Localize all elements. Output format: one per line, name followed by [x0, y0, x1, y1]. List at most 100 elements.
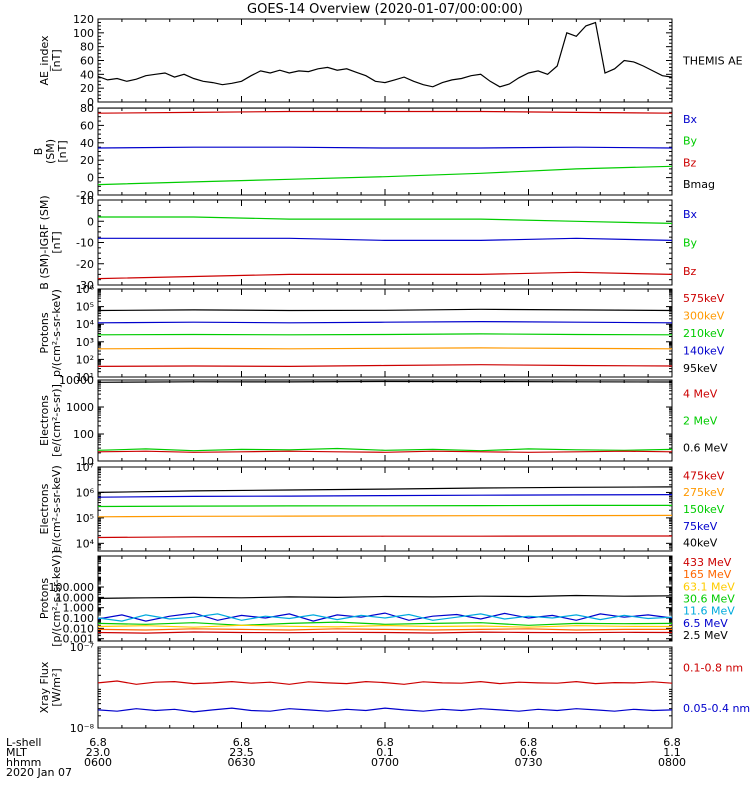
legend-entry: THEMIS AE: [682, 55, 743, 68]
series-line-475kev: [98, 535, 672, 539]
panel-6: 10⁴ 10⁵ 10⁶ 10⁷ Electrons e/(cm²-s-sr-keV) 475…: [38, 461, 725, 553]
series-line-75kev: [98, 494, 672, 498]
y-tick-label: 60: [80, 119, 94, 132]
legend-entry: 30.6 MeV: [683, 593, 735, 606]
x-tick-label-lshell: 6.8: [520, 736, 538, 749]
x-tick-label-time: 0730: [515, 756, 543, 769]
x-tick-label-lshell: 6.8: [376, 736, 394, 749]
x-footer-row-label: L-shell: [6, 736, 42, 749]
legend: Bx By Bz: [683, 208, 698, 278]
legend: THEMIS AE: [682, 55, 743, 68]
y-axis-label: B (SM) [nT]: [32, 139, 69, 164]
y-tick-label: 100: [73, 428, 94, 441]
series-line-2-mev: [98, 447, 672, 452]
y-axis: 10¹ 10² 10³ 10⁴ 10⁵ 10⁶: [76, 283, 672, 384]
series-line-140kev: [98, 320, 672, 324]
legend-entry: Bz: [683, 156, 697, 169]
series-line-165-mev: [98, 628, 672, 631]
x-axis-ticks: [97, 556, 673, 641]
y-tick-label: 10⁶: [76, 283, 95, 296]
legend-entry: 275keV: [683, 486, 725, 499]
x-tick-label-mlt: 23.0: [86, 746, 111, 759]
y-tick-label: 1000: [66, 401, 94, 414]
legend-entry: 140keV: [683, 345, 725, 358]
y-tick-label: 20: [80, 82, 94, 95]
y-axis-label-line: [e/(cm²-s-sr)]: [50, 384, 63, 457]
x-tick-label-time: 0800: [658, 756, 686, 769]
y-tick-label: 10⁵: [76, 512, 94, 525]
y-axis-label-line: Electrons: [38, 483, 51, 534]
y-axis-label-line: Xray Flux: [38, 661, 51, 713]
y-tick-label: 10⁻⁷: [70, 641, 94, 654]
y-axis-label-line: Electrons: [38, 395, 51, 446]
y-axis-label: Electrons e/(cm²-s-sr-keV): [38, 465, 63, 553]
y-axis: 10 100 1000 10000: [59, 374, 672, 468]
series-line-bz: [98, 110, 672, 114]
y-tick-label: 10.000: [56, 591, 95, 604]
series-line-6-5-mev: [98, 612, 672, 622]
x-tick-label-lshell: 6.8: [663, 736, 681, 749]
x-tick-label-mlt: 23.5: [229, 746, 254, 759]
y-axis-label-line: [nT]: [50, 49, 63, 71]
y-axis-label: AE_index [nT]: [38, 35, 63, 86]
plot-frame: [97, 288, 673, 378]
series-line-40kev: [98, 486, 672, 493]
y-tick-label: -30: [76, 279, 94, 292]
series-group: [98, 594, 672, 634]
series-line-bx: [98, 237, 672, 241]
y-tick-label: 100.000: [49, 581, 95, 594]
x-axis-ticks: [97, 467, 673, 551]
series-group: [98, 108, 672, 186]
legend: 4 MeV 2 MeV 0.6 MeV: [683, 388, 728, 455]
y-tick-label: 10²: [76, 353, 94, 366]
y-tick-label: 0: [87, 215, 94, 228]
legend-entry: Bz: [683, 265, 697, 278]
y-tick-label: 10000: [59, 374, 94, 387]
x-axis-ticks: [97, 108, 673, 195]
series-line-300kev: [98, 347, 672, 350]
x-axis-ticks: [97, 647, 673, 728]
x-tick-label-time: 0630: [228, 756, 256, 769]
y-tick-label: 10⁻⁸: [70, 722, 95, 735]
plot-frame: [97, 379, 673, 462]
legend-entry: 95keV: [683, 362, 718, 375]
legend-entry: Bx: [683, 113, 698, 126]
y-tick-label: 80: [80, 102, 94, 115]
figure-title: GOES-14 Overview (2020-01-07/00:00:00): [247, 2, 523, 17]
y-tick-label: 0.010: [63, 622, 95, 635]
legend-entry: 4 MeV: [683, 388, 718, 401]
x-footer-row-label: hhmm: [6, 756, 41, 769]
legend-entry: 210keV: [683, 327, 725, 340]
x-tick-label-mlt: 1.1: [663, 746, 681, 759]
plot-frame: [97, 555, 673, 642]
series-line-0-1-0-8-nm: [98, 680, 672, 685]
panel-4: 10¹ 10² 10³ 10⁴ 10⁵ 10⁶ Protons p/(cm²-s-sr-keV…: [38, 283, 725, 384]
y-axis-label-line: Protons: [38, 578, 51, 619]
y-tick-label: 40: [80, 68, 94, 81]
plot-frame: [97, 646, 673, 729]
legend-entry: 63.1 MeV: [683, 580, 735, 593]
y-axis-label-line: B (SM)-IGRF (SM): [38, 195, 51, 289]
legend-entry: 11.6 MeV: [683, 605, 735, 618]
x-tick-label-lshell: 6.8: [89, 736, 107, 749]
series-line-433-mev: [98, 631, 672, 634]
series-line-95kev: [98, 308, 672, 312]
legend-entry: By: [683, 135, 698, 148]
legend-entry: 0.05-0.4 nm: [683, 702, 750, 715]
y-axis-label-line: [W/m²]: [50, 668, 63, 706]
legend-entry: 6.5 MeV: [683, 617, 728, 630]
y-tick-label: -20: [76, 189, 94, 202]
series-line-0-6-mev: [98, 380, 672, 383]
y-axis-label-line: e/(cm²-s-sr-keV): [50, 465, 63, 553]
series-line-4-mev: [98, 450, 672, 453]
legend-entry: 0.6 MeV: [683, 442, 728, 455]
y-tick-label: 10³: [76, 336, 94, 349]
y-axis: 10⁴ 10⁵ 10⁶ 10⁷: [76, 461, 672, 550]
y-tick-label: 40: [80, 137, 94, 150]
series-line-by: [98, 216, 672, 224]
